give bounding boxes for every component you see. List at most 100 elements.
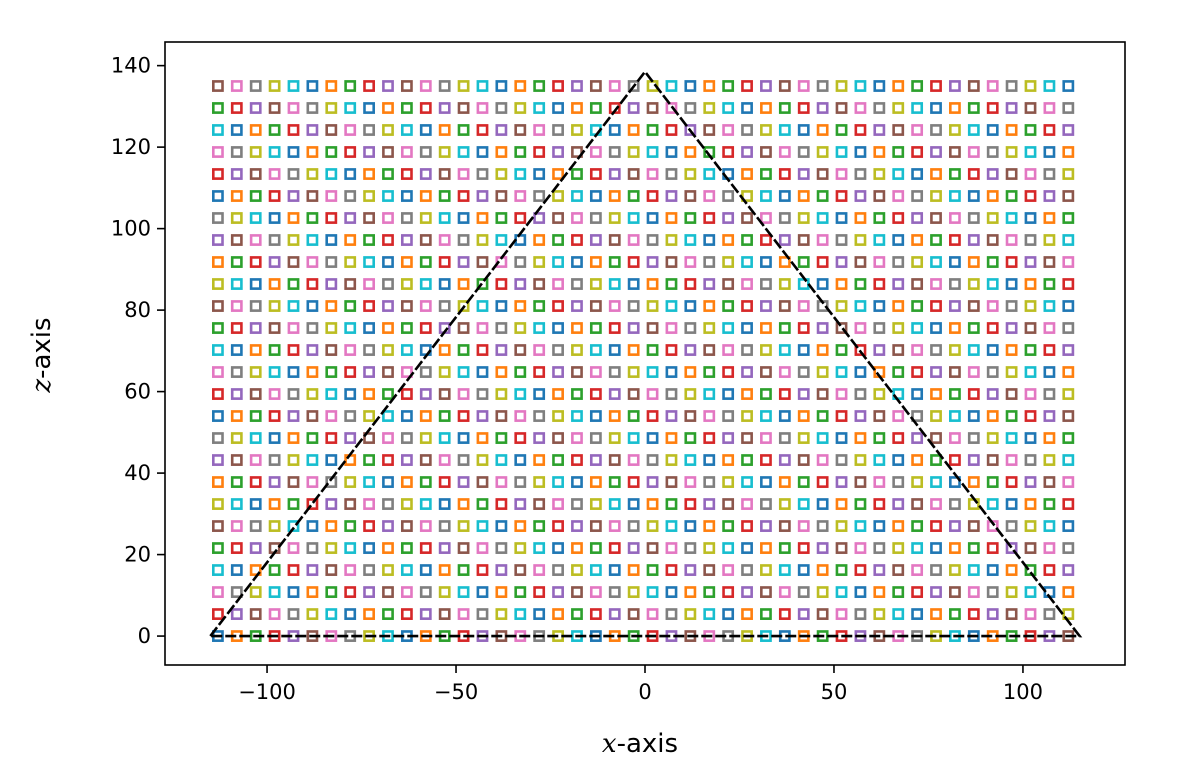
data-point [306, 168, 319, 180]
data-point [949, 432, 961, 444]
data-point [230, 322, 243, 334]
data-point [230, 124, 243, 136]
data-point [627, 146, 640, 158]
data-point [344, 542, 357, 554]
data-point [533, 344, 546, 356]
data-point [722, 80, 735, 92]
data-point [835, 102, 848, 114]
data-point [816, 388, 829, 400]
data-point [797, 454, 810, 466]
data-point [892, 146, 905, 158]
data-point [344, 388, 357, 400]
data-point [533, 476, 546, 488]
data-point [1024, 80, 1037, 92]
data-point [306, 102, 319, 114]
data-point [589, 344, 602, 356]
data-point [552, 432, 564, 444]
data-point [287, 190, 300, 202]
data-point [722, 344, 735, 356]
data-point [438, 80, 451, 92]
data-point [589, 564, 602, 576]
data-point [438, 432, 451, 444]
data-point [306, 322, 319, 334]
data-point [268, 102, 281, 114]
data-point [249, 80, 262, 92]
data-point [949, 102, 961, 114]
data-point [457, 344, 470, 356]
data-point [571, 476, 583, 488]
data-point [986, 454, 999, 466]
data-point [382, 432, 394, 444]
data-point [325, 190, 338, 202]
data-point [325, 366, 338, 378]
data-point [646, 586, 659, 598]
data-point [268, 190, 281, 202]
x-tick-label: −100 [238, 680, 296, 704]
data-point [949, 278, 961, 290]
data-point [646, 476, 659, 488]
data-point [684, 190, 697, 202]
data-point [1024, 410, 1037, 422]
data-point [363, 454, 375, 466]
data-point [230, 608, 243, 620]
data-point [760, 498, 772, 510]
data-point [589, 146, 602, 158]
y-tick-label: 140 [111, 54, 151, 78]
data-point [419, 366, 432, 378]
data-point [363, 366, 375, 378]
data-point [268, 410, 281, 422]
data-point [778, 124, 791, 136]
data-point [646, 256, 659, 268]
data-point [419, 124, 432, 136]
data-point [665, 542, 678, 554]
data-point [703, 168, 716, 180]
data-point [741, 608, 753, 620]
data-point [949, 498, 961, 510]
data-point [533, 564, 546, 576]
data-point [514, 146, 527, 158]
data-point [760, 234, 772, 246]
data-point [268, 146, 281, 158]
data-point [495, 542, 508, 554]
data-point [665, 300, 678, 312]
data-point [363, 146, 375, 158]
data-point [986, 498, 999, 510]
data-point [495, 388, 508, 400]
data-point [514, 388, 527, 400]
data-point [533, 190, 546, 202]
data-point [589, 278, 602, 290]
data-point [684, 146, 697, 158]
data-point [1062, 212, 1075, 224]
data-point [438, 278, 451, 290]
data-point [892, 476, 905, 488]
data-point [778, 498, 791, 510]
data-point [495, 80, 508, 92]
data-point [986, 256, 999, 268]
data-point [476, 586, 489, 598]
data-point [249, 212, 262, 224]
data-point [646, 168, 659, 180]
y-ticks: 0 20 40 60 80 100 120 140 [111, 54, 165, 648]
data-point [212, 454, 224, 466]
data-point [892, 190, 905, 202]
data-point [495, 366, 508, 378]
data-point [760, 190, 772, 202]
data-point [722, 124, 735, 136]
data-point [249, 542, 262, 554]
data-point [665, 102, 678, 114]
data-point [873, 476, 886, 488]
data-point [967, 454, 980, 466]
data-point [1024, 124, 1037, 136]
data-point [552, 476, 564, 488]
data-point [457, 608, 470, 620]
data-point [476, 146, 489, 158]
data-point [665, 586, 678, 598]
data-point [1062, 234, 1075, 246]
data-point [212, 344, 224, 356]
data-point [400, 432, 413, 444]
data-point [778, 410, 791, 422]
data-point [476, 498, 489, 510]
data-point [249, 124, 262, 136]
data-point [760, 432, 772, 444]
data-point [382, 388, 394, 400]
